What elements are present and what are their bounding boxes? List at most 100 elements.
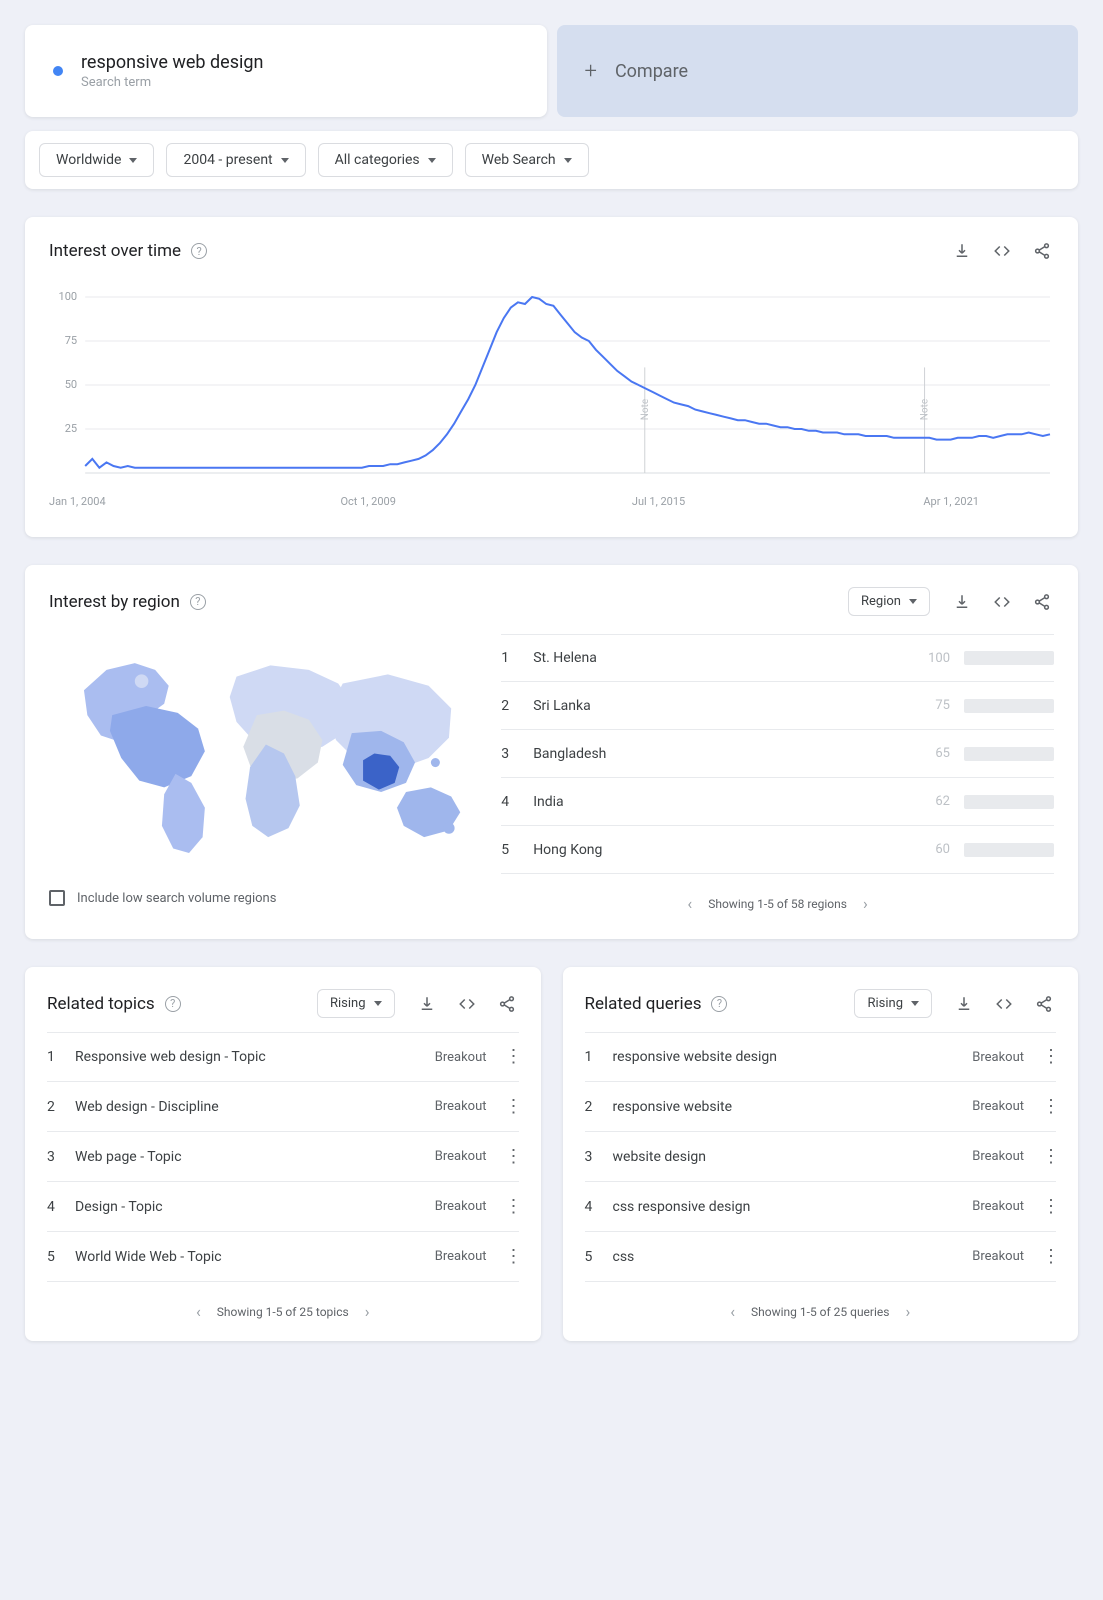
item-rank: 1 — [47, 1049, 63, 1065]
prev-page-icon[interactable]: ‹ — [687, 894, 692, 913]
region-list: 1 St. Helena 100 2 Sri Lanka 75 3 Bangla… — [501, 634, 1054, 913]
item-value: Breakout — [435, 1099, 487, 1114]
region-row[interactable]: 4 India 62 — [501, 778, 1054, 826]
queries-pager: ‹ Showing 1-5 of 25 queries › — [585, 1302, 1057, 1321]
queries-sort-selector[interactable]: Rising — [854, 989, 932, 1018]
list-item[interactable]: 1 Responsive web design - Topic Breakout… — [47, 1032, 519, 1082]
related-topics-card: Related topics ? Rising 1 Responsive web… — [25, 967, 541, 1341]
region-scope-selector[interactable]: Region — [848, 587, 930, 616]
embed-icon[interactable] — [455, 992, 479, 1016]
help-icon[interactable]: ? — [190, 594, 206, 610]
more-options-icon[interactable]: ⋮ — [505, 1048, 519, 1066]
prev-page-icon[interactable]: ‹ — [196, 1302, 201, 1321]
chevron-down-icon — [909, 599, 917, 604]
item-name: World Wide Web - Topic — [75, 1249, 423, 1265]
item-name: Responsive web design - Topic — [75, 1049, 423, 1065]
download-icon[interactable] — [952, 992, 976, 1016]
share-icon[interactable] — [1030, 590, 1054, 614]
chevron-down-icon — [281, 158, 289, 163]
share-icon[interactable] — [1030, 239, 1054, 263]
topics-sort-selector[interactable]: Rising — [317, 989, 395, 1018]
region-name: India — [533, 794, 906, 810]
chevron-down-icon — [564, 158, 572, 163]
queries-sort-label: Rising — [867, 996, 903, 1011]
help-icon[interactable]: ? — [191, 243, 207, 259]
list-item[interactable]: 2 Web design - Discipline Breakout ⋮ — [47, 1082, 519, 1132]
queries-pager-text: Showing 1-5 of 25 queries — [751, 1305, 889, 1319]
region-bar — [964, 699, 1054, 713]
region-rank: 3 — [501, 746, 519, 762]
item-name: Web page - Topic — [75, 1149, 423, 1165]
embed-icon[interactable] — [990, 590, 1014, 614]
interest-over-time-card: Interest over time ? 100755025NoteNote J… — [25, 217, 1078, 537]
search-term-card[interactable]: responsive web design Search term — [25, 25, 547, 117]
download-icon[interactable] — [950, 590, 974, 614]
list-item[interactable]: 3 Web page - Topic Breakout ⋮ — [47, 1132, 519, 1182]
chevron-down-icon — [428, 158, 436, 163]
help-icon[interactable]: ? — [711, 996, 727, 1012]
list-item[interactable]: 5 World Wide Web - Topic Breakout ⋮ — [47, 1232, 519, 1282]
filter-type[interactable]: Web Search — [465, 143, 589, 177]
filter-category[interactable]: All categories — [318, 143, 453, 177]
item-rank: 2 — [585, 1099, 601, 1115]
more-options-icon[interactable]: ⋮ — [1042, 1198, 1056, 1216]
interest-by-region-card: Interest by region ? Region — [25, 565, 1078, 939]
region-row[interactable]: 1 St. Helena 100 — [501, 634, 1054, 682]
embed-icon[interactable] — [992, 992, 1016, 1016]
item-value: Breakout — [972, 1050, 1024, 1065]
list-item[interactable]: 1 responsive website design Breakout ⋮ — [585, 1032, 1057, 1082]
list-item[interactable]: 4 Design - Topic Breakout ⋮ — [47, 1182, 519, 1232]
more-options-icon[interactable]: ⋮ — [1042, 1148, 1056, 1166]
list-item[interactable]: 2 responsive website Breakout ⋮ — [585, 1082, 1057, 1132]
list-item[interactable]: 4 css responsive design Breakout ⋮ — [585, 1182, 1057, 1232]
next-page-icon[interactable]: › — [365, 1302, 370, 1321]
prev-page-icon[interactable]: ‹ — [730, 1302, 735, 1321]
region-row[interactable]: 3 Bangladesh 65 — [501, 730, 1054, 778]
download-icon[interactable] — [415, 992, 439, 1016]
more-options-icon[interactable]: ⋮ — [1042, 1098, 1056, 1116]
list-item[interactable]: 5 css Breakout ⋮ — [585, 1232, 1057, 1282]
world-map[interactable] — [49, 634, 491, 864]
share-icon[interactable] — [1032, 992, 1056, 1016]
term-color-dot — [53, 66, 63, 76]
related-topics-title: Related topics — [47, 994, 155, 1014]
filter-geo[interactable]: Worldwide — [39, 143, 154, 177]
region-value: 62 — [920, 794, 950, 809]
region-title: Interest by region — [49, 592, 180, 612]
next-page-icon[interactable]: › — [863, 894, 868, 913]
svg-text:25: 25 — [65, 422, 77, 435]
region-rank: 5 — [501, 842, 519, 858]
embed-icon[interactable] — [990, 239, 1014, 263]
low-volume-checkbox[interactable]: Include low search volume regions — [49, 890, 491, 906]
share-icon[interactable] — [495, 992, 519, 1016]
more-options-icon[interactable]: ⋮ — [1042, 1048, 1056, 1066]
region-row[interactable]: 5 Hong Kong 60 — [501, 826, 1054, 874]
download-icon[interactable] — [950, 239, 974, 263]
help-icon[interactable]: ? — [165, 996, 181, 1012]
item-rank: 2 — [47, 1099, 63, 1115]
more-options-icon[interactable]: ⋮ — [1042, 1248, 1056, 1266]
item-value: Breakout — [435, 1249, 487, 1264]
item-rank: 4 — [585, 1199, 601, 1215]
region-name: Bangladesh — [533, 746, 906, 762]
region-bar — [964, 747, 1054, 761]
region-row[interactable]: 2 Sri Lanka 75 — [501, 682, 1054, 730]
next-page-icon[interactable]: › — [905, 1302, 910, 1321]
more-options-icon[interactable]: ⋮ — [505, 1098, 519, 1116]
topics-sort-label: Rising — [330, 996, 366, 1011]
region-name: Sri Lanka — [533, 698, 906, 714]
more-options-icon[interactable]: ⋮ — [505, 1148, 519, 1166]
filter-time[interactable]: 2004 - present — [166, 143, 305, 177]
compare-button[interactable]: + Compare — [557, 25, 1079, 117]
more-options-icon[interactable]: ⋮ — [505, 1198, 519, 1216]
item-name: responsive website design — [613, 1049, 961, 1065]
x-axis-label: Apr 1, 2021 — [923, 495, 979, 508]
svg-text:75: 75 — [65, 334, 77, 347]
item-value: Breakout — [435, 1050, 487, 1065]
checkbox-icon — [49, 890, 65, 906]
list-item[interactable]: 3 website design Breakout ⋮ — [585, 1132, 1057, 1182]
region-value: 100 — [920, 651, 950, 666]
region-name: Hong Kong — [533, 842, 906, 858]
more-options-icon[interactable]: ⋮ — [505, 1248, 519, 1266]
chart-title: Interest over time — [49, 241, 181, 261]
